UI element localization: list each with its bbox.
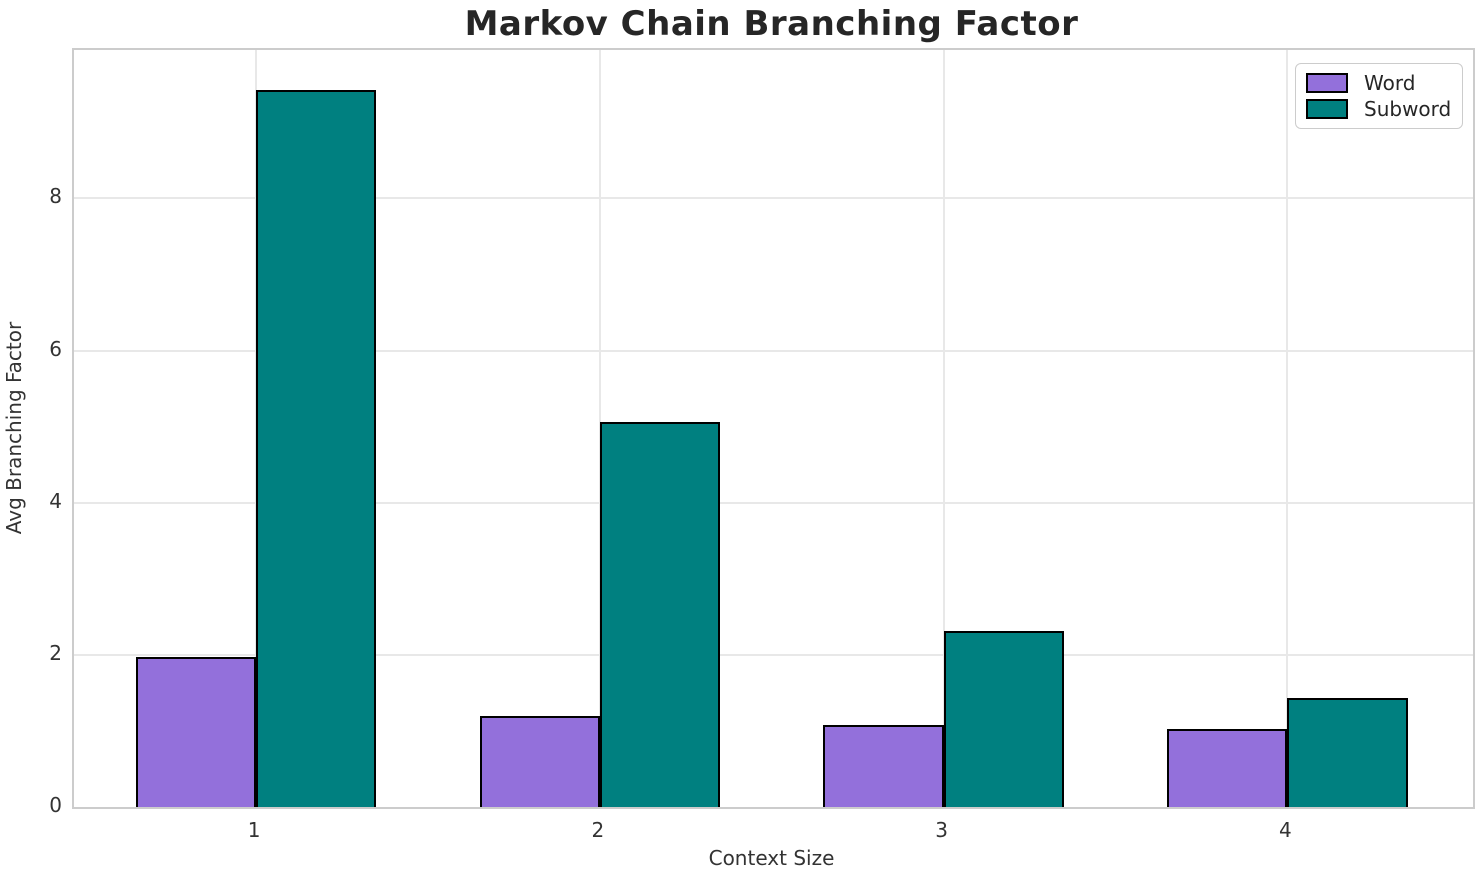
y-tick-label: 6 <box>49 336 62 361</box>
legend-item-word: Word <box>1306 71 1452 95</box>
word-swatch <box>1306 73 1348 93</box>
x-tick-label: 2 <box>591 818 605 842</box>
bar-word-4 <box>1167 728 1288 807</box>
y-gridline <box>74 197 1473 200</box>
y-axis-label: Avg Branching Factor <box>2 321 26 535</box>
legend: Word Subword <box>1295 63 1463 129</box>
subword-swatch <box>1306 99 1348 119</box>
x-tick-label: 4 <box>1279 818 1292 842</box>
y-gridline <box>74 653 1473 656</box>
x-tick-label: 1 <box>247 818 261 842</box>
chart-title: Markov Chain Branching Factor <box>464 4 1079 44</box>
x-tick-label: 3 <box>935 818 948 842</box>
y-tick-label: 0 <box>49 793 62 817</box>
x-gridline <box>942 50 945 807</box>
legend-item-subword: Subword <box>1306 97 1452 121</box>
y-tick-label: 8 <box>49 184 62 209</box>
y-gridline <box>74 501 1473 504</box>
x-axis-label: Context Size <box>708 846 835 870</box>
legend-label-word: Word <box>1364 71 1416 95</box>
x-gridline <box>1286 50 1289 807</box>
bar-word-3 <box>823 724 944 807</box>
legend-label-subword: Subword <box>1364 97 1452 121</box>
bar-subword-1 <box>256 90 377 807</box>
bar-word-2 <box>479 716 600 807</box>
y-gridline <box>74 349 1473 352</box>
bar-subword-4 <box>1287 698 1408 807</box>
bar-subword-2 <box>599 422 721 807</box>
y-tick-label: 2 <box>49 640 62 665</box>
bar-word-1 <box>135 657 257 807</box>
y-tick-label: 4 <box>49 488 62 513</box>
plot-area: Word Subword <box>72 48 1475 809</box>
bar-subword-3 <box>943 631 1064 807</box>
